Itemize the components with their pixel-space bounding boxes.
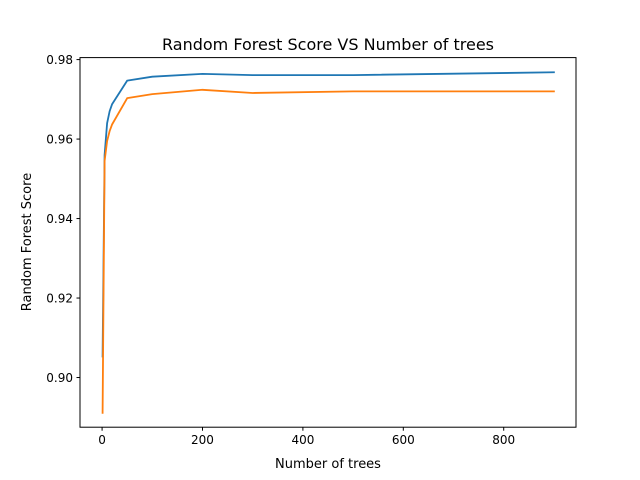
x-tick-label: 0 [98,433,106,447]
y-tick-label: 0.96 [46,132,73,146]
y-tick-label: 0.94 [46,212,73,226]
plot-frame [79,57,577,428]
y-tick-label: 0.98 [46,53,73,67]
x-tick-label: 800 [492,433,515,447]
x-tick-label: 200 [191,433,214,447]
chart-title: Random Forest Score VS Number of trees [162,35,494,54]
series-line-1 [101,71,555,358]
x-tick-label: 600 [392,433,415,447]
y-axis-label: Random Forest Score [20,173,35,311]
x-axis-label: Number of trees [275,457,381,472]
y-tick-label: 0.92 [46,291,73,305]
y-tick-label: 0.90 [46,371,73,385]
plot-series [101,71,555,414]
y-axis: 0.90 0.92 0.94 0.96 0.98 [46,53,80,385]
x-tick-label: 400 [291,433,314,447]
series-line-2 [101,88,555,414]
x-axis: 0 200 400 600 800 [98,427,515,447]
